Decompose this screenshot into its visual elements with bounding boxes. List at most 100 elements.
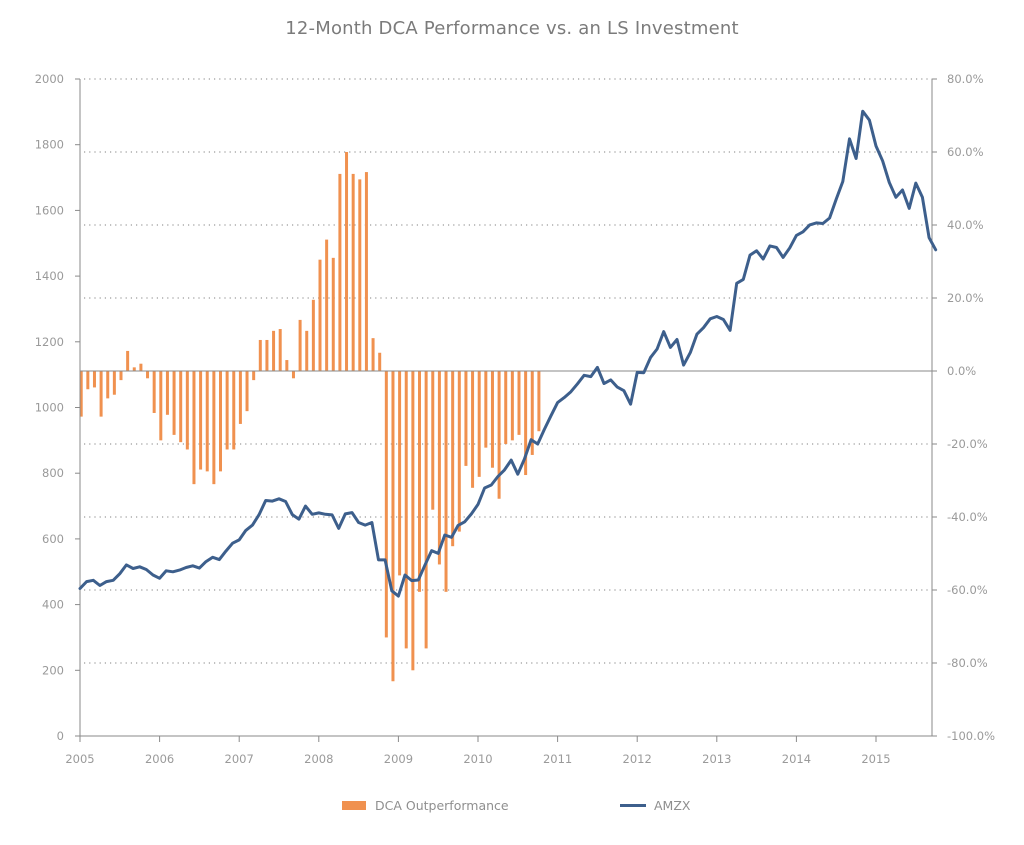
bar — [291, 371, 295, 379]
bar — [92, 371, 96, 388]
bar — [86, 371, 90, 390]
right-tick-label: -100.0% — [947, 729, 995, 743]
bar — [238, 371, 242, 424]
bar — [524, 371, 528, 476]
left-tick-label: 1000 — [35, 401, 64, 415]
right-tick-label: -40.0% — [947, 510, 988, 524]
gridlines — [84, 78, 932, 664]
bar — [530, 371, 534, 455]
bar — [351, 173, 355, 371]
bar — [285, 360, 289, 371]
bar — [225, 371, 229, 450]
bar — [331, 257, 335, 371]
left-tick-label: 400 — [42, 598, 64, 612]
bar — [318, 259, 322, 371]
bar — [232, 371, 236, 450]
bar — [185, 371, 189, 450]
legend-label-dca: DCA Outperformance — [375, 798, 509, 813]
bar-series-dca-outperformance — [79, 152, 541, 682]
x-tick-label: 2007 — [225, 752, 254, 766]
bar — [119, 371, 123, 381]
bar — [112, 371, 116, 395]
left-tick-label: 1800 — [35, 138, 64, 152]
bar — [305, 330, 309, 371]
chart-title: 12-Month DCA Performance vs. an LS Inves… — [285, 18, 739, 39]
right-tick-label: 60.0% — [947, 145, 984, 159]
bar — [338, 173, 342, 371]
right-tick-label: 40.0% — [947, 218, 984, 232]
bar — [325, 239, 329, 371]
right-tick-label: -20.0% — [947, 437, 988, 451]
x-tick-label: 2011 — [543, 752, 572, 766]
bar — [431, 371, 435, 510]
bar — [444, 371, 448, 592]
legend-swatch-line — [620, 804, 646, 807]
bar — [278, 329, 282, 371]
left-tick-label: 1400 — [35, 269, 64, 283]
bar — [490, 371, 494, 468]
bar — [219, 371, 222, 472]
bar — [99, 371, 103, 417]
legend-swatch-bar — [342, 801, 366, 810]
bar — [272, 330, 276, 371]
bar — [418, 371, 421, 592]
bar — [517, 371, 521, 435]
bar — [451, 371, 455, 547]
bar — [477, 371, 481, 477]
bar — [199, 371, 203, 470]
bar — [424, 371, 428, 649]
bar — [384, 371, 388, 638]
left-tick-label: 2000 — [35, 72, 64, 86]
bar — [504, 371, 508, 444]
bar — [265, 339, 269, 371]
bar — [364, 172, 368, 371]
x-tick-label: 2009 — [384, 752, 413, 766]
right-tick-label: 80.0% — [947, 72, 984, 86]
bar — [139, 363, 143, 371]
bar — [371, 338, 375, 371]
legend-item-amzx: AMZX — [620, 798, 690, 813]
bar — [378, 352, 382, 371]
bar — [245, 371, 249, 412]
bar — [172, 371, 176, 435]
left-tick-label: 0 — [57, 729, 64, 743]
amzx-line — [78, 109, 938, 598]
bar — [311, 299, 315, 371]
bar — [179, 371, 183, 443]
bar — [358, 179, 362, 371]
bar — [152, 371, 156, 413]
right-tick-label: 0.0% — [947, 364, 976, 378]
tick-labels: -100.0% -80.0% -60.0% -40.0% -20.0% 0.0% 20.0%… — [35, 72, 995, 766]
bar — [411, 371, 415, 671]
bar — [298, 319, 302, 371]
bar — [404, 371, 408, 649]
line-series-amzx — [78, 109, 938, 598]
right-tick-label: 20.0% — [947, 291, 984, 305]
bar — [398, 371, 402, 576]
bar — [192, 371, 196, 485]
bar — [537, 371, 541, 432]
bar — [132, 367, 136, 371]
legend-item-dca: DCA Outperformance — [342, 798, 509, 813]
legend-label-amzx: AMZX — [654, 798, 691, 813]
bar — [126, 350, 130, 371]
x-tick-label: 2008 — [304, 752, 333, 766]
left-tick-label: 1600 — [35, 203, 64, 217]
left-tick-label: 200 — [42, 663, 64, 677]
x-tick-label: 2013 — [702, 752, 731, 766]
x-tick-label: 2010 — [463, 752, 492, 766]
bar — [205, 371, 209, 472]
left-tick-label: 600 — [42, 532, 64, 546]
bar — [484, 371, 488, 448]
bar — [510, 371, 514, 441]
bar — [252, 371, 256, 381]
right-tick-label: -80.0% — [947, 656, 988, 670]
x-tick-label: 2012 — [623, 752, 652, 766]
x-tick-label: 2015 — [861, 752, 890, 766]
bar — [345, 152, 349, 371]
bar — [106, 371, 110, 399]
bar — [258, 339, 262, 371]
bar — [165, 371, 169, 415]
bar — [146, 371, 150, 379]
